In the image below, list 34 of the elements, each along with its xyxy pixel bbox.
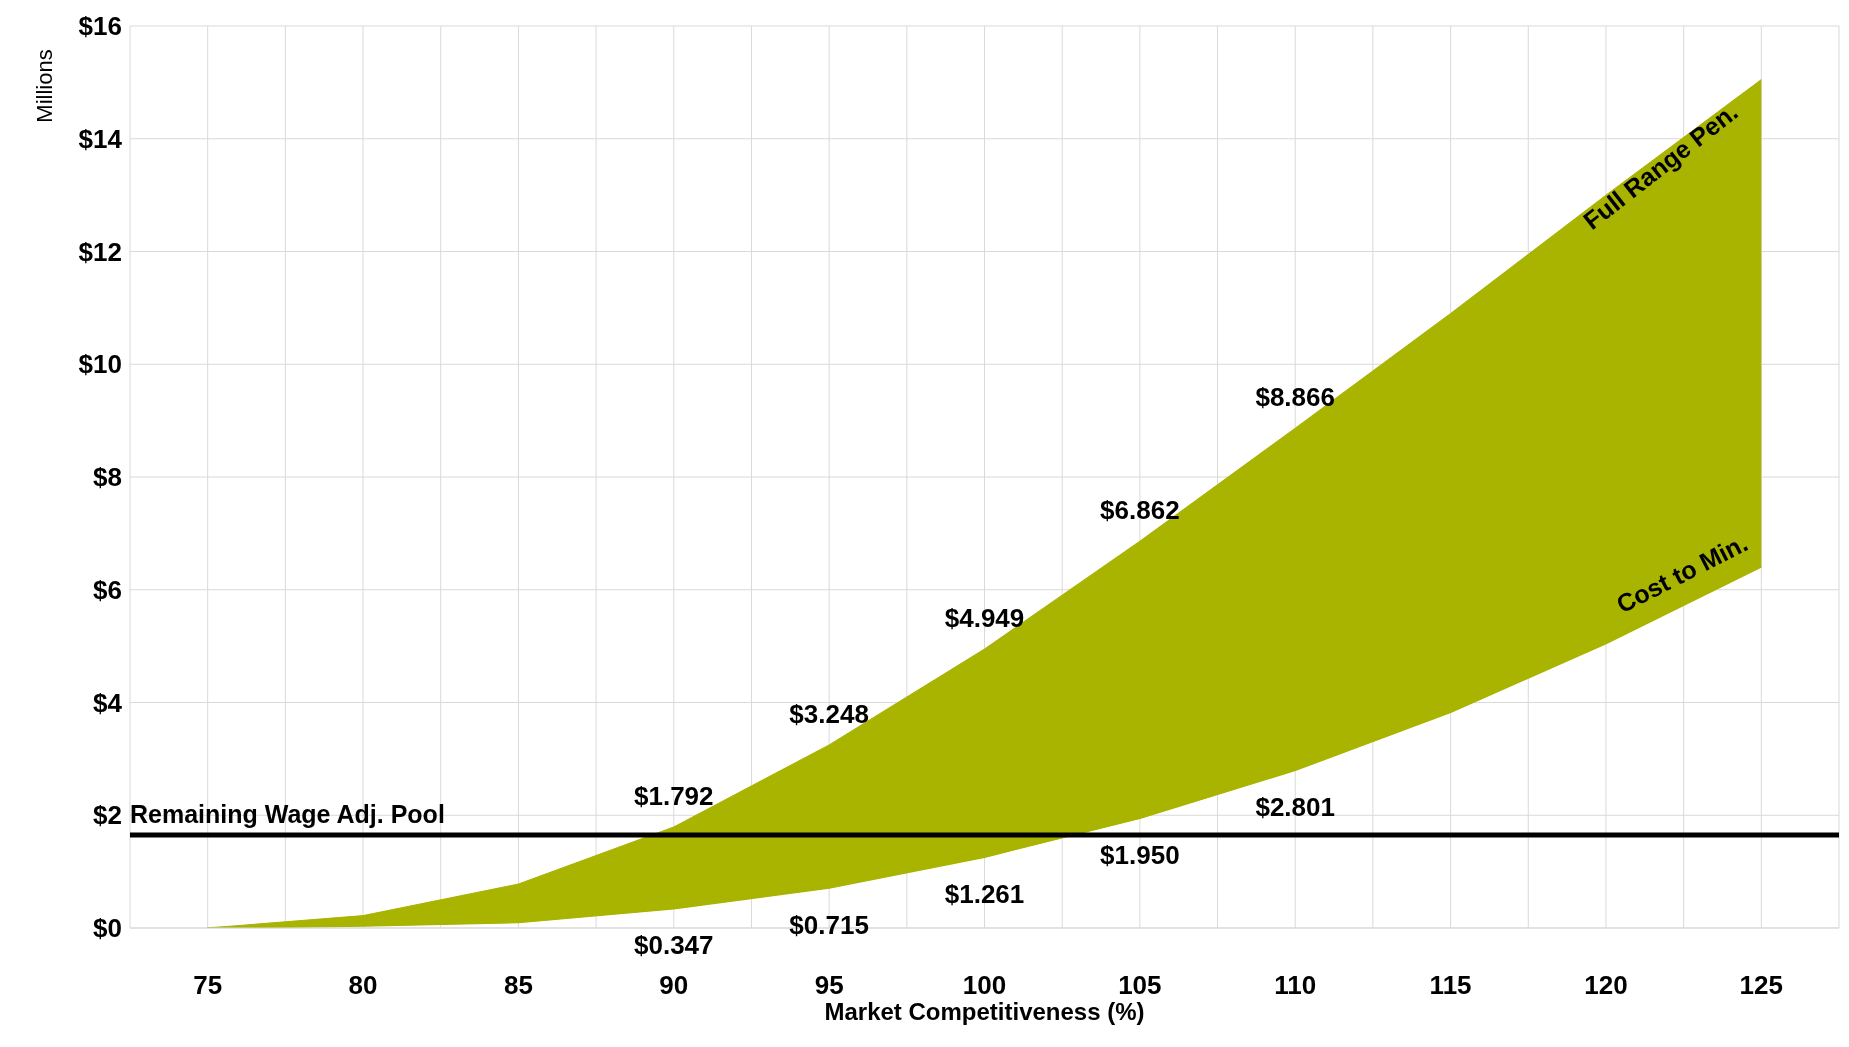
x-tick-label: 125 bbox=[1739, 970, 1784, 1001]
x-tick-label: 110 bbox=[1274, 970, 1317, 1001]
x-tick-label: 80 bbox=[348, 970, 378, 1001]
data-label: $2.801 bbox=[1255, 792, 1335, 823]
y-tick-label: $2 bbox=[93, 800, 122, 831]
y-tick-label: $10 bbox=[78, 349, 122, 380]
y-tick-label: $0 bbox=[93, 913, 122, 944]
x-tick-label: 115 bbox=[1429, 970, 1472, 1001]
data-label: $3.248 bbox=[789, 698, 869, 729]
y-tick-label: $6 bbox=[93, 574, 122, 605]
x-tick-label: 85 bbox=[503, 970, 533, 1001]
x-tick-label: 75 bbox=[193, 970, 223, 1001]
x-tick-label: 120 bbox=[1584, 970, 1628, 1001]
y-tick-label: $14 bbox=[78, 123, 123, 154]
data-label: $4.949 bbox=[944, 603, 1025, 633]
ref-line-label: Remaining Wage Adj. Pool bbox=[130, 799, 445, 828]
x-tick-label: 105 bbox=[1118, 970, 1162, 1001]
data-label: $1.261 bbox=[944, 878, 1025, 909]
text: Cost to Min. bbox=[1611, 528, 1752, 619]
y-axis-title: Millions bbox=[32, 49, 57, 123]
data-label: $1.950 bbox=[1100, 840, 1180, 871]
data-label: $1.792 bbox=[634, 780, 714, 811]
data-label: $6.862 bbox=[1100, 495, 1180, 526]
x-tick-label: 100 bbox=[962, 970, 1007, 1001]
x-tick-label: 95 bbox=[814, 970, 844, 1001]
data-label: $8.866 bbox=[1255, 382, 1335, 413]
x-axis-title: Market Competitiveness (%) bbox=[824, 998, 1145, 1025]
y-tick-label: $16 bbox=[78, 11, 122, 42]
x-tick-label: 90 bbox=[659, 970, 689, 1001]
data-label: $0.347 bbox=[634, 930, 714, 961]
y-tick-label: $4 bbox=[93, 687, 123, 718]
data-label: $0.715 bbox=[789, 909, 869, 940]
y-tick-label: $12 bbox=[78, 236, 122, 267]
y-tick-label: $8 bbox=[93, 462, 122, 493]
